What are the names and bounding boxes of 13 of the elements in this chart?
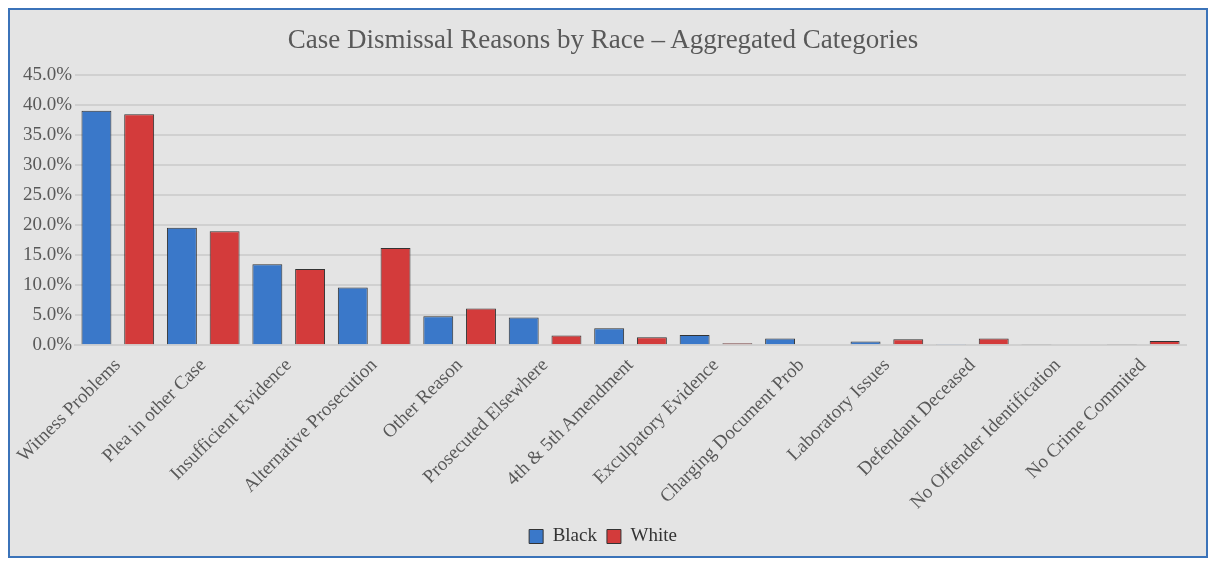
y-tick-label: 45.0%	[23, 63, 73, 85]
y-tick-label: 35.0%	[23, 123, 73, 145]
legend-label: White	[630, 524, 677, 546]
y-tick-label: 40.0%	[23, 93, 73, 115]
y-tick-label: 0.0%	[32, 333, 73, 355]
y-tick-label: 15.0%	[23, 243, 73, 265]
y-tick-label: 20.0%	[23, 213, 73, 235]
chart-title: Case Dismissal Reasons by Race – Aggregated Categories	[287, 24, 919, 55]
legend-label: Black	[552, 524, 598, 546]
y-tick-label: 25.0%	[23, 183, 73, 205]
y-tick-label: 10.0%	[23, 273, 73, 295]
y-tick-label: 5.0%	[32, 303, 73, 325]
y-tick-label: 30.0%	[23, 153, 73, 175]
